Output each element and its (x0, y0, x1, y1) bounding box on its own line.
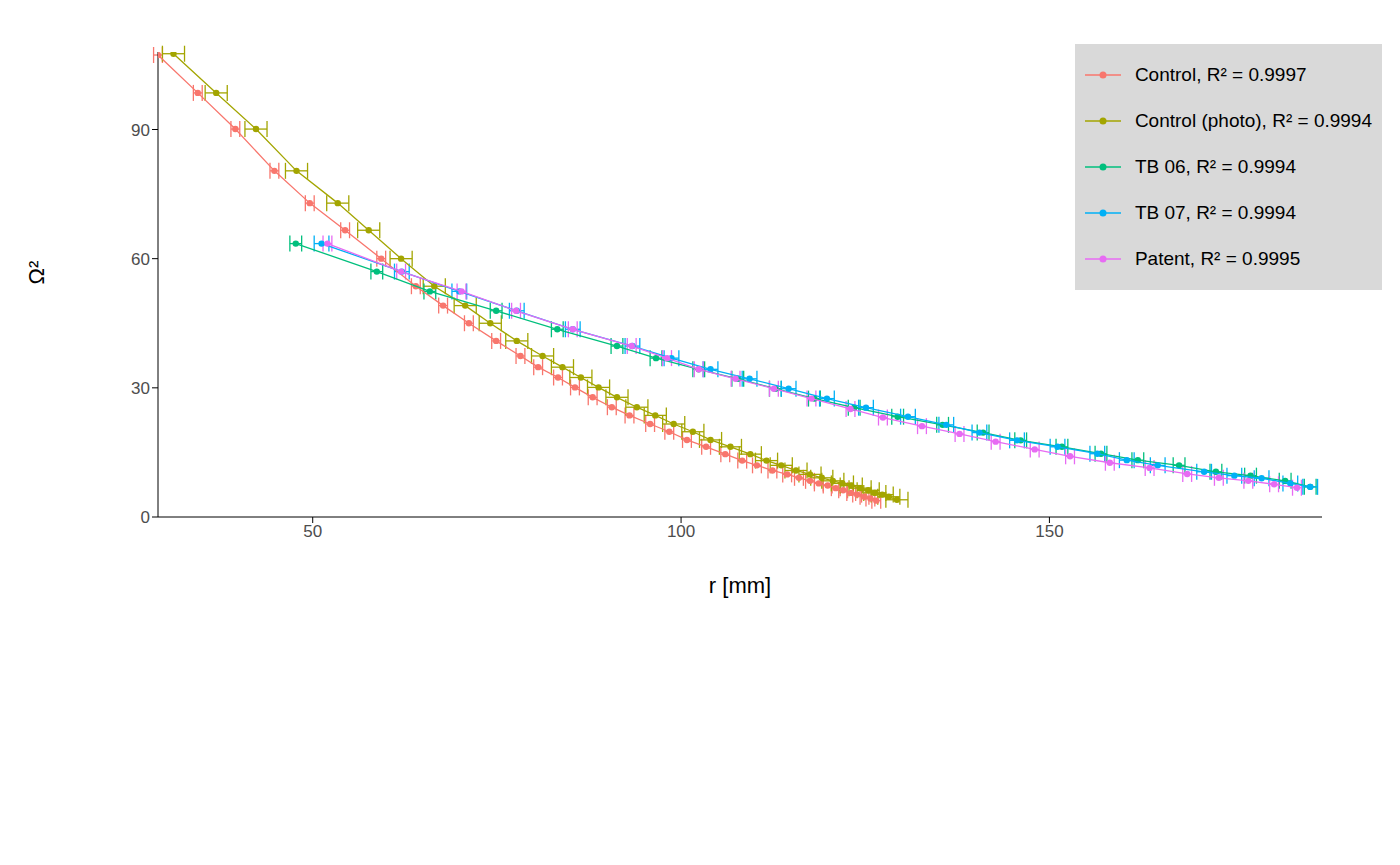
svg-text:50: 50 (303, 522, 322, 541)
svg-text:90: 90 (131, 121, 150, 140)
svg-text:r [mm]: r [mm] (709, 573, 771, 598)
html-text:Patent, R² = 0.9995: Patent, R² = 0.9995 (1134, 248, 1301, 269)
svg-text:100: 100 (667, 522, 695, 541)
html-text:Control (photo), R² = 0.9994: Control (photo), R² = 0.9994 (1134, 110, 1372, 131)
svg-text:Ω²: Ω² (24, 261, 49, 285)
svg-text:60: 60 (131, 250, 150, 269)
html-text:TB 06, R² = 0.9994: TB 06, R² = 0.9994 (1134, 156, 1296, 177)
html-text:Control, R² = 0.9997: Control, R² = 0.9997 (1134, 64, 1307, 85)
svg-text:150: 150 (1035, 522, 1063, 541)
html-text:TB 07, R² = 0.9994: TB 07, R² = 0.9994 (1134, 202, 1296, 223)
svg-text:0: 0 (141, 508, 150, 527)
svg-text:30: 30 (131, 379, 150, 398)
